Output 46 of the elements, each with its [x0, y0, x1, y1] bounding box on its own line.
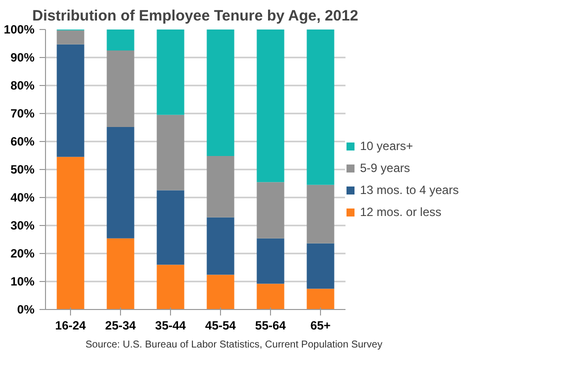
y-tick-label: 60% — [10, 134, 35, 148]
y-tick-label: 0% — [17, 302, 35, 316]
y-tick-label: 90% — [10, 50, 35, 64]
bar — [256, 182, 284, 238]
x-tick-label: 35-44 — [155, 318, 186, 332]
x-tick-label: 25-34 — [105, 318, 136, 332]
bar — [206, 217, 234, 275]
y-tick-label: 20% — [10, 246, 35, 260]
bar — [306, 184, 334, 244]
bar — [106, 50, 134, 127]
x-tick-label: 65+ — [310, 318, 331, 332]
source-note: Source: U.S. Bureau of Labor Statistics, Current Population Survey — [86, 340, 382, 350]
bar — [206, 274, 234, 310]
bar — [306, 30, 334, 185]
y-tick-label: 70% — [10, 106, 35, 120]
legend-label: 12 mos. or less — [360, 205, 442, 219]
bar — [56, 156, 84, 310]
x-tick-label: 55-64 — [255, 318, 286, 332]
bar — [106, 30, 134, 50]
legend-label: 10 years+ — [360, 139, 414, 153]
bar — [156, 264, 184, 310]
bar — [106, 126, 134, 238]
y-tick-label: 50% — [10, 162, 35, 176]
bar — [156, 114, 184, 190]
bar — [256, 30, 284, 182]
y-tick-label: 30% — [10, 218, 35, 232]
legend-label: 5-9 years — [360, 161, 410, 175]
chart-title: Distribution of Employee Tenure by Age, 2012 — [32, 8, 358, 24]
y-tick-label: 100% — [4, 22, 35, 36]
y-tick-label: 10% — [10, 274, 35, 288]
y-tick-label: 40% — [10, 190, 35, 204]
bar — [56, 30, 84, 44]
bar — [306, 243, 334, 289]
bar — [206, 156, 234, 218]
x-tick-label: 16-24 — [55, 318, 86, 332]
y-tick-label: 80% — [10, 78, 35, 92]
x-tick-label: 45-54 — [205, 318, 236, 332]
bar — [256, 238, 284, 284]
bar — [56, 44, 84, 157]
bar — [156, 190, 184, 265]
legend-label: 13 mos. to 4 years — [360, 183, 459, 197]
bar — [156, 30, 184, 115]
bar — [306, 288, 334, 310]
bar — [256, 284, 284, 310]
bar — [106, 238, 134, 310]
bar — [206, 30, 234, 156]
